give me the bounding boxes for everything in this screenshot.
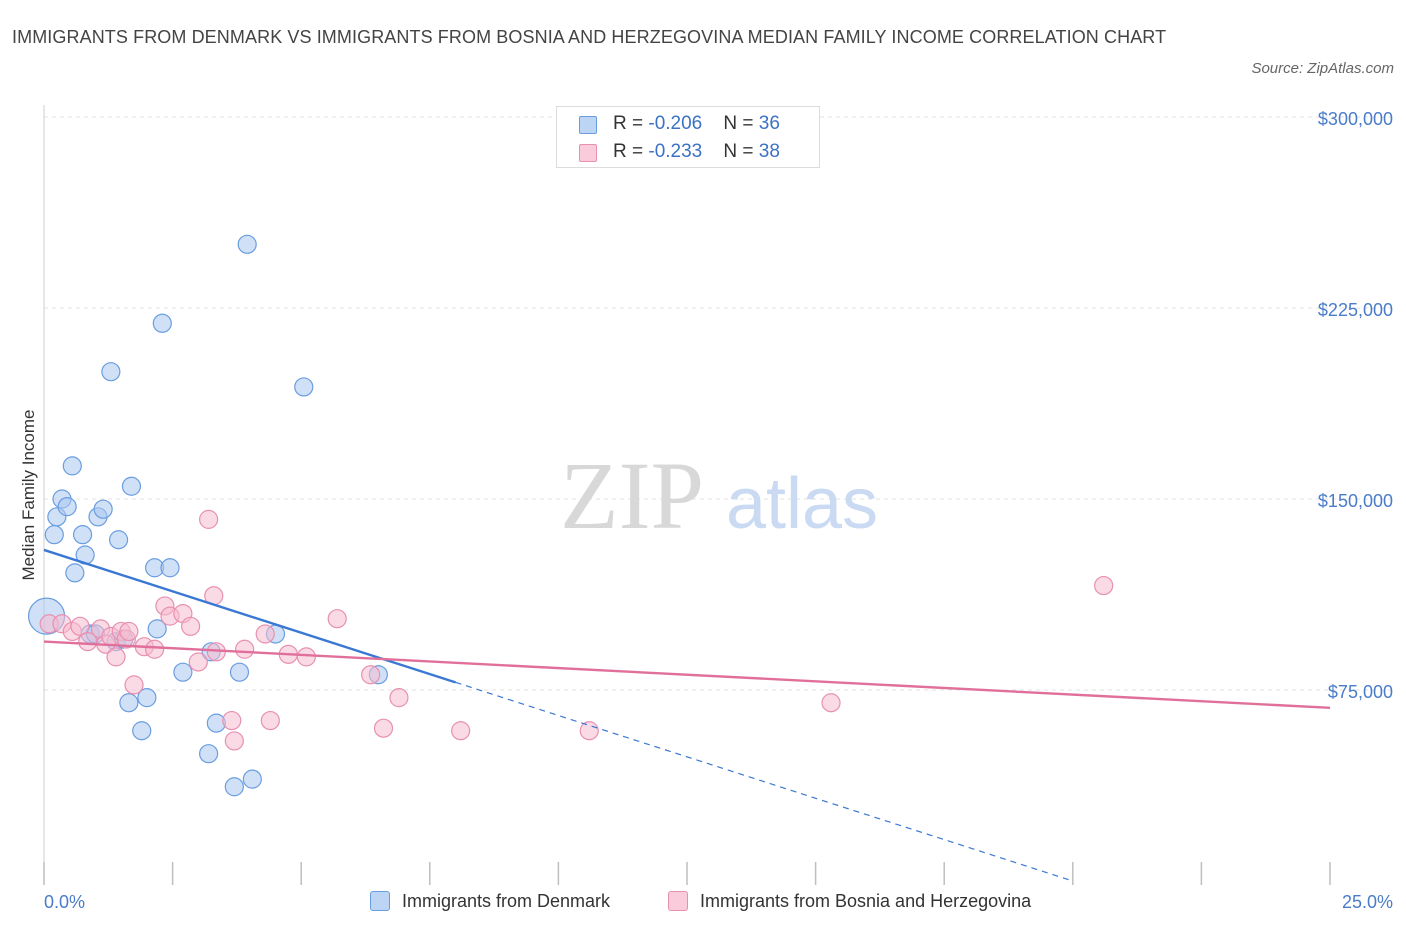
y-tick-label: $300,000 bbox=[1318, 109, 1393, 129]
data-point bbox=[451, 721, 471, 741]
grid-layer bbox=[44, 116, 1393, 691]
data-point bbox=[137, 688, 157, 708]
data-point bbox=[93, 499, 113, 519]
watermark-zip: ZIP bbox=[560, 442, 704, 549]
data-point bbox=[108, 530, 129, 550]
x-tick-label-max: 25.0% bbox=[1342, 892, 1393, 912]
data-point bbox=[821, 693, 841, 713]
data-point bbox=[181, 616, 201, 636]
data-point bbox=[101, 362, 121, 382]
data-point bbox=[173, 662, 193, 682]
data-point bbox=[44, 525, 64, 545]
legend-r-label: R = bbox=[613, 113, 649, 134]
bottom-legend-swatch-bosnia bbox=[668, 891, 688, 911]
data-point bbox=[199, 744, 219, 764]
trendline-bosnia bbox=[43, 640, 1331, 710]
data-point bbox=[229, 662, 250, 682]
data-point bbox=[121, 476, 142, 496]
axis-layer: $75,000 $150,000 $225,000 $300,000 bbox=[43, 105, 1393, 885]
trendlines bbox=[43, 548, 1331, 882]
data-point bbox=[296, 647, 316, 667]
legend-n-value-denmark: 36 bbox=[758, 113, 780, 134]
legend-r-label: R = bbox=[613, 141, 649, 162]
data-point bbox=[72, 525, 93, 545]
data-point bbox=[242, 769, 262, 789]
legend-swatch-denmark bbox=[579, 116, 597, 134]
data-point bbox=[147, 619, 167, 639]
data-point bbox=[57, 497, 77, 517]
x-tick-label-min: 0.0% bbox=[44, 892, 85, 912]
data-point bbox=[119, 693, 139, 713]
trendline-denmark-extension bbox=[455, 681, 1073, 882]
data-point bbox=[1094, 575, 1114, 596]
data-point bbox=[152, 313, 172, 333]
data-point bbox=[260, 710, 280, 731]
data-point bbox=[235, 639, 255, 659]
watermark: ZIP atlas bbox=[560, 442, 878, 549]
data-point bbox=[62, 456, 82, 476]
legend-n-value-bosnia: 38 bbox=[758, 141, 780, 162]
data-point bbox=[237, 234, 257, 254]
legend-n-label: N = bbox=[723, 141, 759, 162]
data-point bbox=[327, 609, 347, 629]
bottom-legend-label-denmark: Immigrants from Denmark bbox=[402, 891, 611, 911]
y-tick-label: $225,000 bbox=[1318, 300, 1393, 320]
data-point bbox=[188, 652, 208, 672]
data-point bbox=[144, 639, 165, 659]
legend-r-value-bosnia: -0.233 bbox=[648, 141, 703, 162]
y-tick-label: $75,000 bbox=[1328, 682, 1393, 702]
data-point bbox=[124, 675, 144, 695]
legend-r-value-denmark: -0.206 bbox=[648, 113, 703, 134]
data-point bbox=[224, 731, 244, 751]
data-point bbox=[160, 558, 180, 578]
data-point bbox=[361, 665, 381, 685]
source-label: Source: ZipAtlas.com bbox=[1251, 60, 1394, 77]
chart-title: IMMIGRANTS FROM DENMARK VS IMMIGRANTS FR… bbox=[12, 27, 1167, 47]
correlation-legend: R = -0.206 N = 36 R = -0.233 N = 38 bbox=[556, 106, 820, 168]
data-point bbox=[224, 777, 244, 797]
legend-swatch-bosnia bbox=[579, 144, 597, 162]
y-tick-label: $150,000 bbox=[1318, 491, 1393, 511]
legend-n-label: N = bbox=[723, 113, 759, 134]
data-point bbox=[65, 563, 85, 583]
data-point bbox=[579, 721, 599, 741]
bottom-legend-swatch-denmark bbox=[370, 891, 390, 911]
data-point bbox=[255, 624, 275, 644]
data-point bbox=[373, 718, 394, 738]
data-point bbox=[222, 710, 242, 731]
data-point bbox=[106, 647, 126, 667]
data-point bbox=[389, 688, 409, 708]
data-point bbox=[119, 621, 139, 642]
data-point bbox=[132, 721, 152, 741]
trendline-denmark bbox=[43, 548, 456, 684]
watermark-atlas: atlas bbox=[726, 464, 878, 544]
bottom-legend-label-bosnia: Immigrants from Bosnia and Herzegovina bbox=[700, 891, 1032, 911]
data-point bbox=[294, 377, 314, 397]
y-axis-label: Median Family Income bbox=[19, 409, 38, 580]
data-point bbox=[70, 616, 90, 636]
data-point bbox=[199, 509, 219, 529]
